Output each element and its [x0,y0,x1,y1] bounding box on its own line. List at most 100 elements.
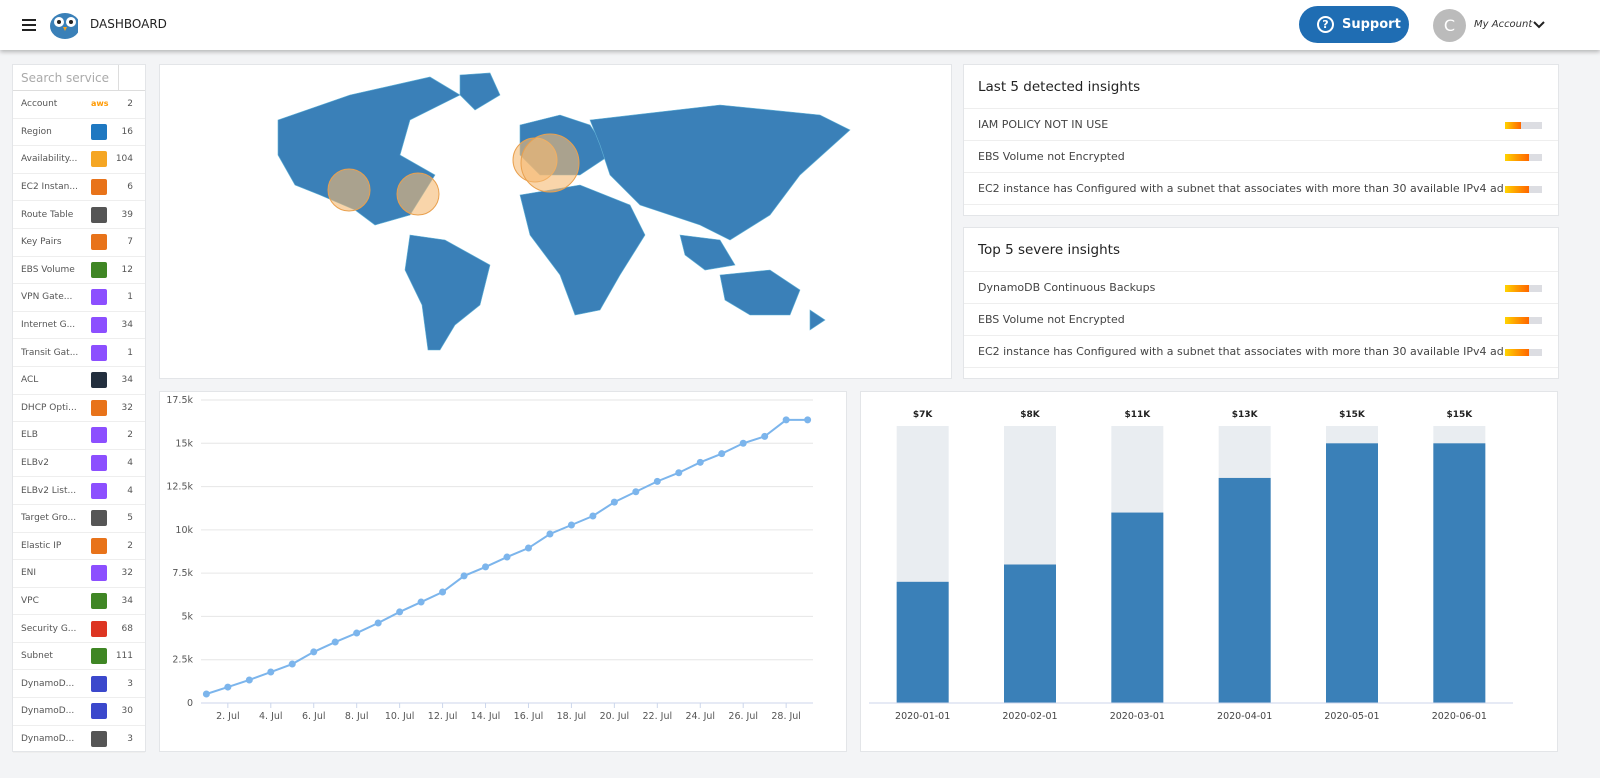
sidebar-item[interactable]: Region 16 [13,119,145,147]
insights-panel: Top 5 severe insights DynamoDB Continuous… [963,227,1559,379]
item-count: 2 [127,540,133,551]
point [589,512,597,520]
item-name: ENI [21,568,37,579]
insight-item[interactable]: EC2 instance has Configured with a subne… [964,173,1558,205]
item-icon [91,537,107,554]
value-label: $8K [1020,410,1041,420]
x-tick-label: 24. Jul [685,711,715,722]
sidebar-item[interactable]: Transit Gat... 1 [13,339,145,367]
item-count: 104 [115,154,133,165]
insights-panel: Last 5 detected insights IAM POLICY NOT I… [963,64,1559,216]
sidebar-item[interactable]: Account aws 2 [13,91,145,119]
point [761,432,769,440]
sidebar-item[interactable]: EC2 Instan... 6 [13,174,145,202]
insight-item[interactable]: EBS Volume not Encrypted [964,141,1558,173]
item-icon [91,648,107,665]
point [202,690,210,698]
sidebar-item[interactable]: Elastic IP 2 [13,533,145,561]
x-tick-label: 12. Jul [428,711,458,722]
item-name: Target Gro... [21,513,77,524]
item-name: Region [21,126,52,137]
y-tick-label: 10k [175,525,193,536]
item-count: 2 [127,99,133,110]
x-tick-label: 26. Jul [728,711,758,722]
item-name: DynamoD... [21,706,75,717]
item-name: Elastic IP [21,540,62,551]
value-label: $15K [1446,410,1473,420]
sidebar-item[interactable]: EBS Volume 12 [13,257,145,285]
menu-and-logo[interactable] [18,0,78,50]
item-name: ELBv2 [21,458,49,469]
item-name: Transit Gat... [21,347,79,358]
item-count: 111 [115,651,133,662]
x-tick-label: 20. Jul [600,711,630,722]
point [331,638,339,646]
sidebar-item[interactable]: Security G... 68 [13,615,145,643]
insight-text: EC2 instance has Configured with a subne… [978,182,1515,195]
x-tick-label: 2020-03-01 [1110,711,1165,722]
avatar[interactable]: C [1433,9,1466,42]
item-icon [91,151,107,168]
insight-item[interactable]: EC2 instance has Configured with a subne… [964,336,1558,368]
item-name: VPC [21,595,39,606]
account-menu[interactable]: My Account [1474,19,1533,30]
insight-item[interactable]: IAM POLICY NOT IN USE [964,109,1558,141]
sidebar-item[interactable]: Route Table 39 [13,201,145,229]
item-icon [91,510,107,527]
item-count: 34 [121,320,133,331]
item-icon [91,592,107,609]
sidebar-item[interactable]: VPN Gate... 1 [13,284,145,312]
item-icon [91,399,107,416]
sidebar-item[interactable]: DynamoD... 30 [13,698,145,726]
bar [1111,512,1164,703]
search-box[interactable]: Search service [13,65,145,91]
insight-text: IAM POLICY NOT IN USE [978,118,1109,131]
point [546,530,554,538]
insight-text: EBS Volume not Encrypted [978,150,1125,163]
severity-fill [1505,186,1529,193]
severity-bar [1505,122,1542,129]
insight-item[interactable]: EBS Volume not Encrypted [964,304,1558,336]
sidebar-item[interactable]: Internet G... 34 [13,312,145,340]
point [353,629,361,637]
sidebar-item[interactable]: DynamoD... 3 [13,670,145,699]
item-icon [91,179,107,196]
severity-fill [1505,154,1529,161]
item-icon [91,261,107,278]
insight-item[interactable]: DynamoDB Continuous Backups [964,272,1558,304]
item-name: Key Pairs [21,237,62,248]
point [417,598,425,606]
sidebar-item[interactable]: Availability... 104 [13,146,145,174]
item-count: 39 [121,209,133,220]
sidebar-item[interactable]: Subnet 111 [13,643,145,671]
sidebar-item[interactable]: ELBv2 List... 4 [13,477,145,505]
item-name: Availability... [21,154,78,165]
point [396,608,404,616]
support-button[interactable]: ? Support [1299,6,1409,43]
x-tick-label: 8. Jul [345,711,369,722]
sidebar-item[interactable]: Target Gro... 5 [13,505,145,533]
sidebar-item[interactable]: ACL 34 [13,367,145,395]
point [610,498,618,506]
severity-bar [1505,317,1542,324]
item-name: Route Table [21,209,74,220]
x-tick-label: 22. Jul [643,711,673,722]
sidebar-item[interactable]: ELBv2 4 [13,450,145,478]
sidebar-item[interactable]: ENI 32 [13,560,145,588]
severity-bar [1505,349,1542,356]
sidebar-item[interactable]: DHCP Opti... 32 [13,395,145,423]
sidebar-item[interactable]: Key Pairs 7 [13,229,145,257]
item-count: 3 [127,678,133,689]
item-name: VPN Gate... [21,292,73,303]
severity-fill [1505,122,1521,129]
item-count: 12 [121,264,133,275]
point [567,521,575,529]
sidebar-item[interactable]: DynamoD... 3 [13,726,145,754]
point [439,588,447,596]
x-tick-label: 14. Jul [471,711,501,722]
sidebar-item[interactable]: ELB 2 [13,422,145,450]
sidebar-item[interactable]: VPC 34 [13,588,145,616]
item-count: 2 [127,430,133,441]
severity-bar [1505,285,1542,292]
item-name: EBS Volume [21,264,75,275]
